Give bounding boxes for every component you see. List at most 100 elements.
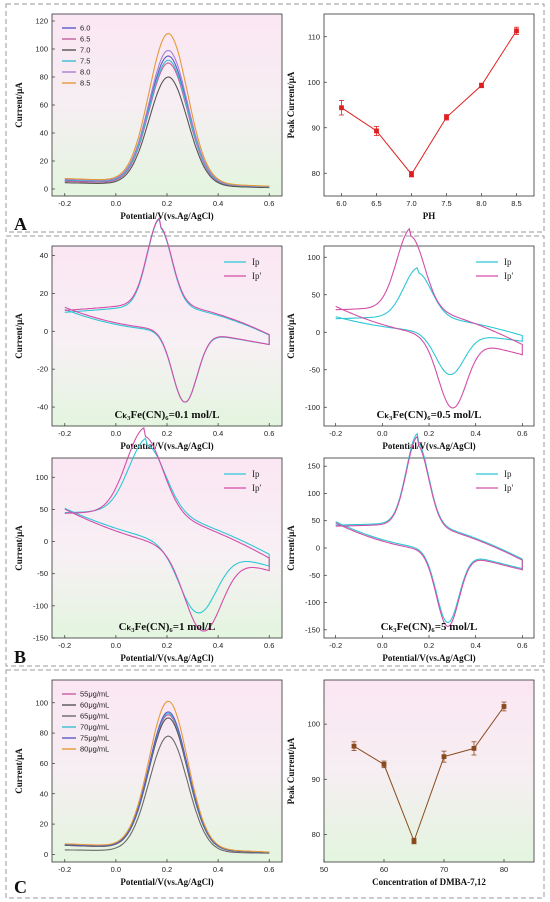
B2-x-tick-label: 0.2: [424, 429, 434, 438]
A2-data-point: [374, 128, 379, 134]
A2-x-tick-label: 7.0: [406, 199, 416, 208]
C1-x-tick-label: 0.2: [162, 865, 172, 874]
C2-x-tick-label: 80: [500, 865, 508, 874]
A2-x-tick-label: 7.5: [441, 199, 451, 208]
C1-y-tick-label: 20: [40, 820, 48, 829]
C2-y-tick-label: 100: [307, 720, 320, 729]
C1-x-tick-label: 0.6: [264, 865, 274, 874]
C1-x-tick-label: 0.0: [111, 865, 121, 874]
B2-condition-label: Cₖ₃Fe(CN)₆=0.5 mol/L: [377, 409, 482, 421]
C2-data-point: [351, 743, 357, 749]
C1-y-axis-label: Current/μA: [14, 748, 24, 794]
A2-y-tick-label: 80: [312, 169, 320, 178]
B2-y-tick-label: -100: [305, 403, 320, 412]
B4-legend-label: Ip: [504, 469, 512, 479]
C1-legend-label: 70μg/mL: [80, 723, 109, 732]
C1-legend-label: 65μg/mL: [80, 712, 109, 721]
B3-y-tick-label: 50: [40, 505, 48, 514]
C1-y-tick-label: 60: [40, 759, 48, 768]
B3-y-tick-label: -50: [37, 569, 48, 578]
B4-y-tick-label: -50: [309, 571, 320, 580]
B4-y-tick-label: -150: [305, 625, 320, 634]
A1-y-tick-label: 80: [40, 73, 48, 82]
panel-label-b: B: [14, 647, 26, 667]
B3-x-tick-label: -0.2: [58, 641, 71, 650]
C2-plot-frame: [323, 679, 535, 863]
B2-legend-label: Ip: [504, 257, 512, 267]
B2-y-tick-label: -50: [309, 365, 320, 374]
C1-y-tick-label: 40: [40, 789, 48, 798]
B2-x-axis-label: Potential/V(vs.Ag/AgCl): [382, 441, 475, 451]
B3-y-tick-label: 100: [35, 473, 48, 482]
B1-x-tick-label: 0.2: [162, 429, 172, 438]
B1-x-tick-label: -0.2: [58, 429, 71, 438]
B2-y-axis-label: Current/μA: [286, 313, 296, 359]
A2-data-point: [444, 114, 449, 120]
A2-x-axis-label: PH: [423, 211, 436, 221]
B2-legend-label: Ip': [504, 271, 513, 281]
chart-B2: -0.2 0.0 0.2 0.4 0.6 -100 -50 0 50 100 Potential/V…: [286, 227, 535, 451]
B4-y-axis-label: Current/μA: [286, 525, 296, 571]
C2-x-tick-label: 70: [440, 865, 448, 874]
A1-x-tick-label: 0.2: [162, 199, 172, 208]
A1-y-tick-label: 20: [40, 157, 48, 166]
C2-y-axis-label: Peak Current/μA: [286, 737, 296, 804]
C2-data-point: [411, 838, 417, 844]
B1-x-tick-label: 0.6: [264, 429, 274, 438]
A1-y-tick-label: 40: [40, 129, 48, 138]
A1-legend-label: 7.5: [80, 57, 90, 66]
B4-y-tick-label: 0: [316, 544, 320, 553]
B4-series-line: [335, 435, 523, 627]
A1-x-tick-label: -0.2: [58, 199, 71, 208]
B1-legend-label: Ip': [252, 271, 261, 281]
B2-x-tick-label: -0.2: [329, 429, 342, 438]
A2-plot-frame: [323, 13, 535, 197]
C2-data-point: [501, 704, 507, 709]
A1-y-tick-label: 120: [35, 17, 48, 26]
B2-y-tick-label: 50: [312, 290, 320, 299]
A1-x-tick-label: 0.4: [213, 199, 223, 208]
B4-condition-label: Cₖ₃Fe(CN)₆=5 mol/L: [381, 621, 478, 633]
chart-B4: -0.2 0.0 0.2 0.4 0.6 -150 -100 -50 0 50 100 150 Pote…: [286, 432, 535, 663]
chart-C1: -0.2 0.0 0.2 0.4 0.6 0 20 40 60 80 100 Potential/V(…: [14, 679, 283, 887]
B1-plot-bg: [52, 246, 282, 426]
panel-label-a: A: [14, 214, 27, 234]
chart-B3: -0.2 0.0 0.2 0.4 0.6 -150 -100 -50 0 50 100 Potenti…: [14, 426, 283, 663]
B1-series-line: [64, 217, 270, 403]
B3-x-tick-label: 0.2: [162, 641, 172, 650]
A1-plot-bg: [52, 14, 282, 196]
C1-series-line: [64, 735, 270, 854]
C2-y-tick-label: 80: [312, 830, 320, 839]
B3-legend-label: Ip': [252, 483, 261, 493]
A2-data-point: [409, 171, 414, 177]
chart-B1: -0.2 0.0 0.2 0.4 0.6 -40 -20 0 20 40 Potential/V(v…: [14, 217, 283, 451]
A1-x-tick-label: 0.6: [264, 199, 274, 208]
B2-x-tick-label: 0.4: [470, 429, 480, 438]
C1-legend-label: 75μg/mL: [80, 734, 109, 743]
B4-y-tick-label: 100: [307, 489, 320, 498]
B1-condition-label: Cₖ₃Fe(CN)₆=0.1 mol/L: [115, 409, 220, 421]
A1-y-tick-label: 60: [40, 101, 48, 110]
A1-legend-label: 7.0: [80, 46, 90, 55]
section-frame-a: [5, 3, 545, 233]
A2-y-tick-label: 100: [307, 78, 320, 87]
A2-x-tick-label: 6.5: [371, 199, 381, 208]
A1-legend-label: 6.5: [80, 35, 90, 44]
chart-A1: -0.2 0.0 0.2 0.4 0.6 0 20 40 60 80 100 120 Potential…: [14, 13, 283, 221]
B4-y-tick-label: -100: [305, 598, 320, 607]
B4-plot-frame: [323, 457, 535, 639]
B2-y-tick-label: 0: [316, 328, 320, 337]
B4-x-tick-label: 0.2: [424, 641, 434, 650]
B4-legend-label: Ip': [504, 483, 513, 493]
A1-series-line: [64, 33, 270, 187]
B1-y-tick-label: -40: [37, 403, 48, 412]
B1-x-tick-label: 0.4: [213, 429, 223, 438]
A1-legend-label: 6.0: [80, 24, 90, 33]
B1-y-tick-label: 0: [44, 327, 48, 336]
A2-y-axis-label: Peak Current/μA: [286, 71, 296, 138]
B1-y-tick-label: -20: [37, 365, 48, 374]
C2-x-axis-label: Concentration of DMBA-7,12: [372, 877, 486, 887]
C2-data-point: [441, 754, 447, 760]
C2-x-tick-label: 50: [320, 865, 328, 874]
A2-x-tick-label: 6.0: [336, 199, 346, 208]
